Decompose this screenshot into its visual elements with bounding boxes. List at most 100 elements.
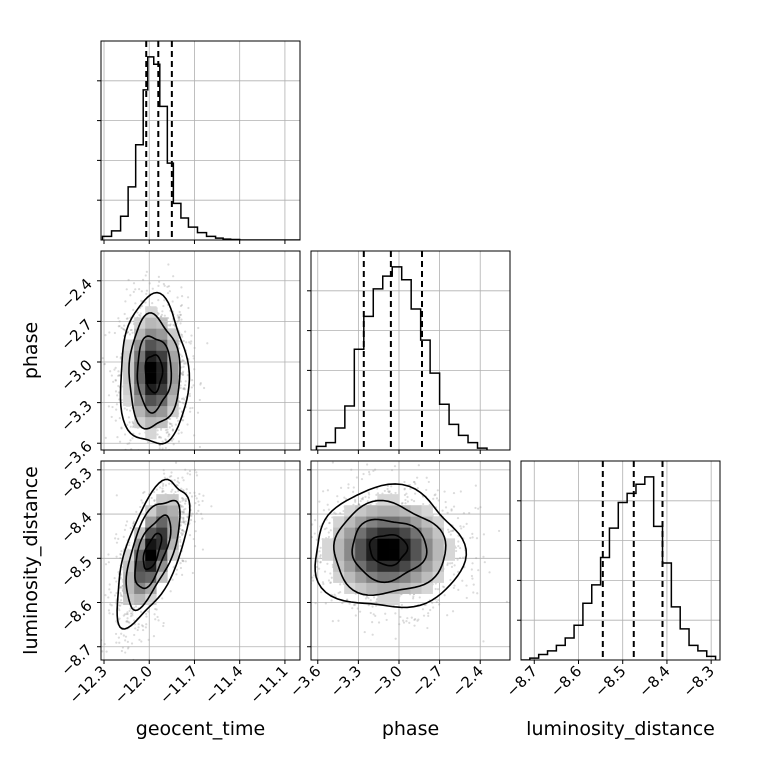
sample-point (181, 476, 184, 479)
sample-point (153, 499, 156, 502)
sample-point (155, 608, 158, 611)
sample-point (343, 496, 346, 499)
sample-point (181, 511, 185, 514)
sample-point (195, 512, 198, 515)
density-cell (377, 571, 389, 583)
sample-point (141, 501, 144, 504)
sample-point (181, 573, 184, 576)
sample-point (471, 577, 474, 580)
sample-point (436, 489, 439, 492)
sample-point (470, 574, 474, 578)
density-cell (167, 328, 179, 340)
sample-point (171, 488, 174, 491)
sample-point (153, 499, 156, 502)
sample-point (488, 571, 491, 574)
sample-point (429, 608, 432, 612)
sample-point (354, 614, 357, 617)
density-cell (134, 394, 146, 407)
sample-point (372, 596, 376, 599)
sample-point (107, 394, 111, 397)
histogram-panel-luminosity_distance: −8.7 −8.6 −8.5 −8.4 −8.3 (503, 460, 721, 701)
sample-point (181, 373, 184, 376)
sample-point (369, 503, 372, 506)
sample-point (138, 288, 141, 291)
sample-point (198, 445, 202, 449)
sample-point (185, 497, 188, 501)
density-cell (333, 538, 345, 550)
sample-point (126, 330, 129, 334)
sample-point (148, 282, 151, 285)
density-cell (134, 361, 146, 373)
x-tick-label-luminosity_distance: −8.5 (591, 662, 629, 700)
density-cell (134, 593, 146, 606)
sample-point (400, 502, 404, 505)
sample-point (412, 499, 416, 503)
sample-point (179, 322, 182, 325)
density-cell (322, 538, 334, 550)
sample-point (129, 409, 132, 412)
sample-point (331, 620, 334, 623)
sample-point (134, 605, 138, 608)
sample-point (176, 320, 179, 323)
sample-point (372, 613, 375, 616)
sample-point (446, 614, 449, 617)
sample-point (182, 520, 185, 524)
sample-point (181, 373, 185, 376)
sample-point (124, 300, 127, 303)
sample-point (133, 633, 136, 637)
y-tick-label-phase: −3.3 (57, 397, 95, 435)
density-cell (410, 527, 422, 539)
sample-point (167, 433, 171, 436)
sample-point (192, 354, 195, 358)
sample-point (323, 528, 326, 531)
density-cell (156, 549, 168, 561)
x-axis-label-luminosity_distance: luminosity_distance (526, 718, 715, 740)
sample-point (199, 382, 202, 385)
sample-point (151, 287, 154, 290)
density-cell (134, 571, 146, 583)
sample-point (475, 556, 478, 560)
sample-point (460, 527, 463, 530)
sample-point (179, 386, 182, 389)
sample-point (116, 436, 119, 439)
density-cell (388, 527, 400, 539)
sample-point (180, 372, 183, 376)
density-cell (156, 505, 168, 517)
sample-point (109, 370, 112, 373)
sample-point (126, 331, 129, 334)
sample-point (120, 426, 123, 429)
sample-point (162, 490, 165, 493)
sample-point (328, 521, 331, 524)
density-cell (156, 405, 168, 418)
sample-point (318, 500, 321, 503)
sample-point (179, 538, 182, 541)
sample-point (443, 490, 446, 493)
sample-point (180, 521, 183, 524)
density-cell (134, 405, 146, 418)
sample-point (136, 311, 139, 314)
sample-point (181, 335, 184, 338)
sample-point (476, 592, 479, 595)
density-cell (145, 306, 157, 318)
density-cell (366, 571, 378, 583)
sample-point (182, 397, 185, 400)
sample-point (404, 502, 407, 505)
sample-point (329, 529, 332, 532)
sample-point (210, 505, 213, 508)
sample-point (181, 559, 184, 562)
sample-point (433, 494, 436, 497)
sample-point (388, 490, 391, 493)
sample-point (376, 487, 379, 490)
sample-point (180, 295, 184, 298)
sample-point (421, 608, 425, 611)
density-cell (123, 571, 135, 583)
sample-point (104, 563, 108, 566)
density-cell (134, 527, 146, 539)
density-cell (355, 582, 367, 594)
sample-point (314, 602, 317, 605)
sample-point (372, 469, 375, 473)
sample-point (157, 284, 160, 288)
sample-point (318, 550, 321, 553)
density-cell (134, 582, 146, 594)
sample-point (442, 586, 446, 589)
